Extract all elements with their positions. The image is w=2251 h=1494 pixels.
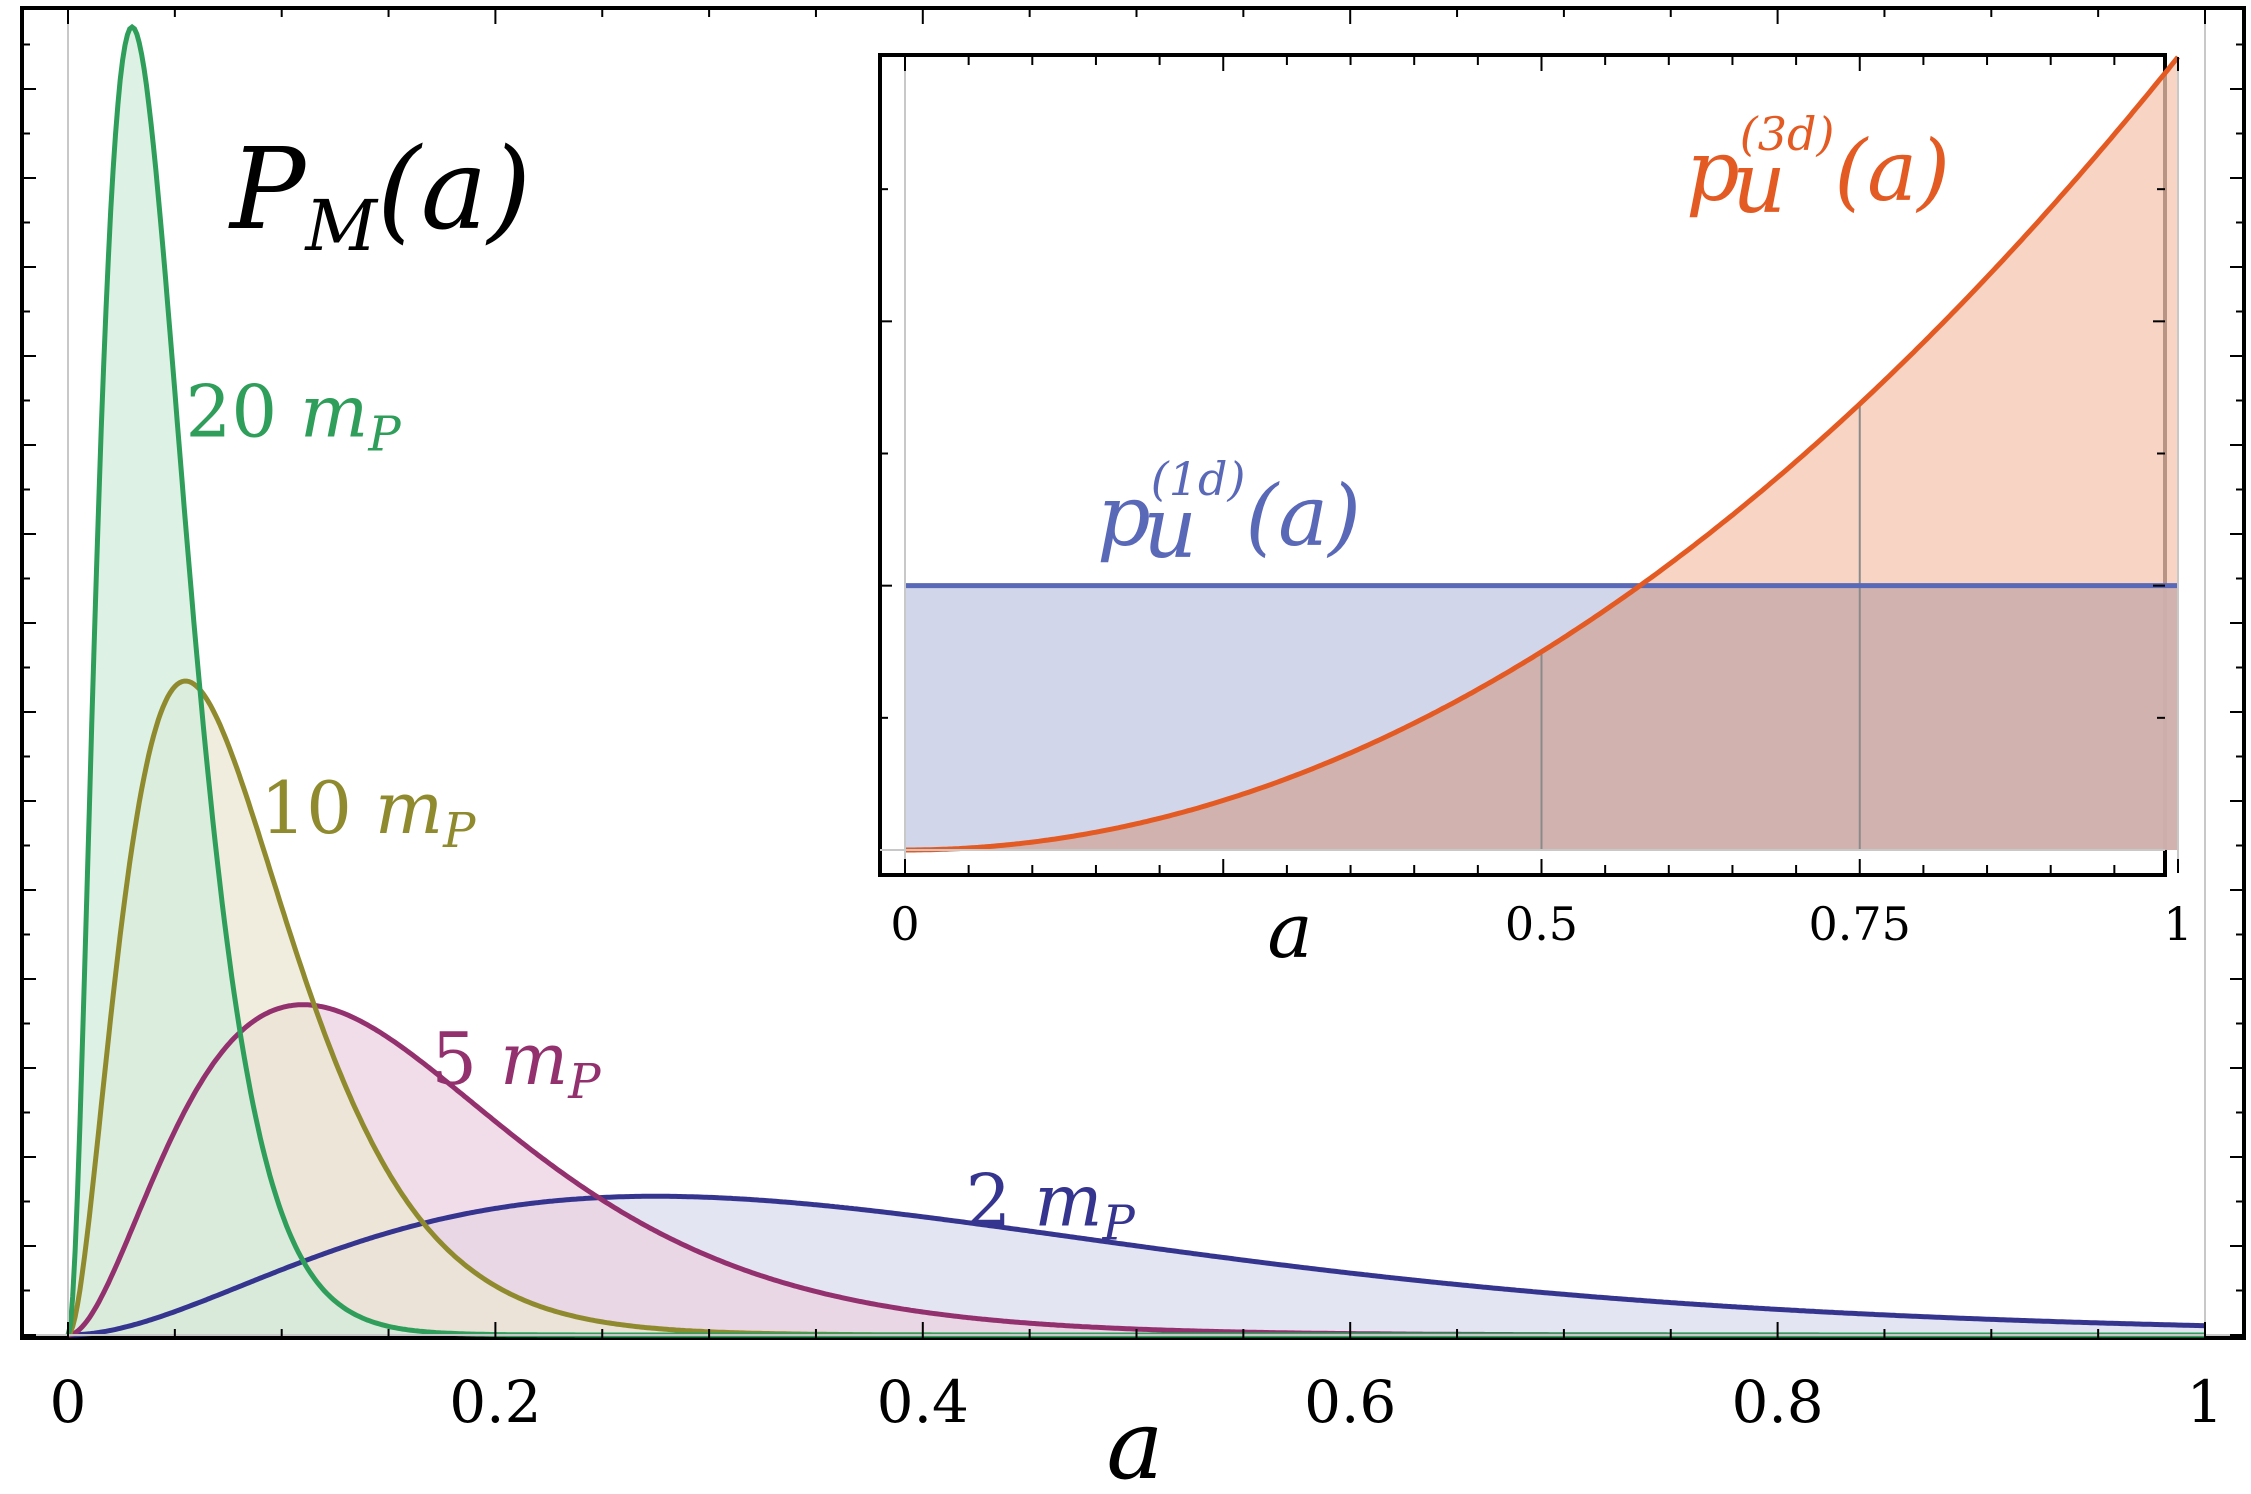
series-label-number: 20 bbox=[186, 370, 301, 454]
inset-line-3d bbox=[905, 55, 2180, 853]
main-tick-label: 0.8 bbox=[1731, 1368, 1823, 1436]
inset-tick-label: 0.75 bbox=[1809, 897, 1911, 951]
series-label-sub: P bbox=[442, 803, 476, 859]
inset-tick-labels: 0 0.5 0.75 1 bbox=[890, 897, 2192, 951]
series-label-number: 2 bbox=[966, 1158, 1035, 1242]
inset-reference-lines bbox=[1540, 403, 1861, 850]
series-label-1: 10 mP bbox=[260, 766, 476, 859]
label-1d-main: p bbox=[1097, 467, 1151, 565]
inset-label-3d: p(3d)(a) bbox=[1686, 107, 1950, 220]
inset-axis-ticks bbox=[880, 57, 2179, 873]
main-tick-labels: 0 0.2 0.4 0.6 0.8 1 bbox=[50, 1368, 2224, 1436]
inset-tick-label: 1 bbox=[2163, 897, 2192, 951]
title-sub: M bbox=[303, 185, 379, 267]
inset-tick-label: 0.5 bbox=[1505, 897, 1578, 951]
main-tick-label: 1 bbox=[2187, 1368, 2224, 1436]
series-label-2: 5 mP bbox=[431, 1017, 601, 1110]
main-chart-title: PM(a) bbox=[228, 125, 531, 267]
label-1d-sup: (1d) bbox=[1151, 452, 1246, 506]
label-3d-main: p bbox=[1686, 122, 1740, 220]
main-tick-label: 0.6 bbox=[1304, 1368, 1396, 1436]
label-1d-arg: (a) bbox=[1245, 467, 1361, 565]
series-label-unit: m bbox=[1034, 1158, 1102, 1242]
label-1d-sub: u bbox=[1143, 479, 1197, 577]
main-axis-ticks bbox=[22, 8, 2244, 1338]
series-label-sub: P bbox=[1102, 1195, 1136, 1251]
series-label-number: 10 bbox=[260, 766, 375, 850]
series-label-3: 2 mP bbox=[966, 1158, 1136, 1251]
series-label-unit: m bbox=[300, 370, 368, 454]
series-label-sub: P bbox=[567, 1054, 601, 1110]
label-3d-arg: (a) bbox=[1834, 122, 1950, 220]
inset-tick-label: 0 bbox=[890, 897, 919, 951]
label-3d-sub: u bbox=[1732, 134, 1786, 232]
title-arg: (a) bbox=[377, 125, 531, 255]
main-tick-label: 0.2 bbox=[449, 1368, 541, 1436]
inset-label-1d: p(1d)(a) bbox=[1097, 452, 1361, 565]
inset-chart: 0 0.5 0.75 1 a p(1d)(a) u p(3d)(a) u bbox=[878, 53, 2193, 975]
main-x-axis-label: a bbox=[1106, 1389, 1163, 1494]
area-series-2 bbox=[68, 1004, 2205, 1335]
main-tick-label: 0 bbox=[50, 1368, 87, 1436]
main-tick-label: 0.4 bbox=[877, 1368, 969, 1436]
series-label-sub: P bbox=[367, 407, 401, 463]
title-main: P bbox=[228, 125, 307, 255]
series-label-0: 20 mP bbox=[186, 370, 402, 463]
inset-x-axis-label: a bbox=[1267, 886, 1312, 975]
series-label-unit: m bbox=[500, 1017, 568, 1101]
inset-series-lines bbox=[905, 55, 2180, 853]
series-label-unit: m bbox=[375, 766, 443, 850]
series-label-number: 5 bbox=[431, 1017, 500, 1101]
label-3d-sup: (3d) bbox=[1740, 107, 1835, 161]
